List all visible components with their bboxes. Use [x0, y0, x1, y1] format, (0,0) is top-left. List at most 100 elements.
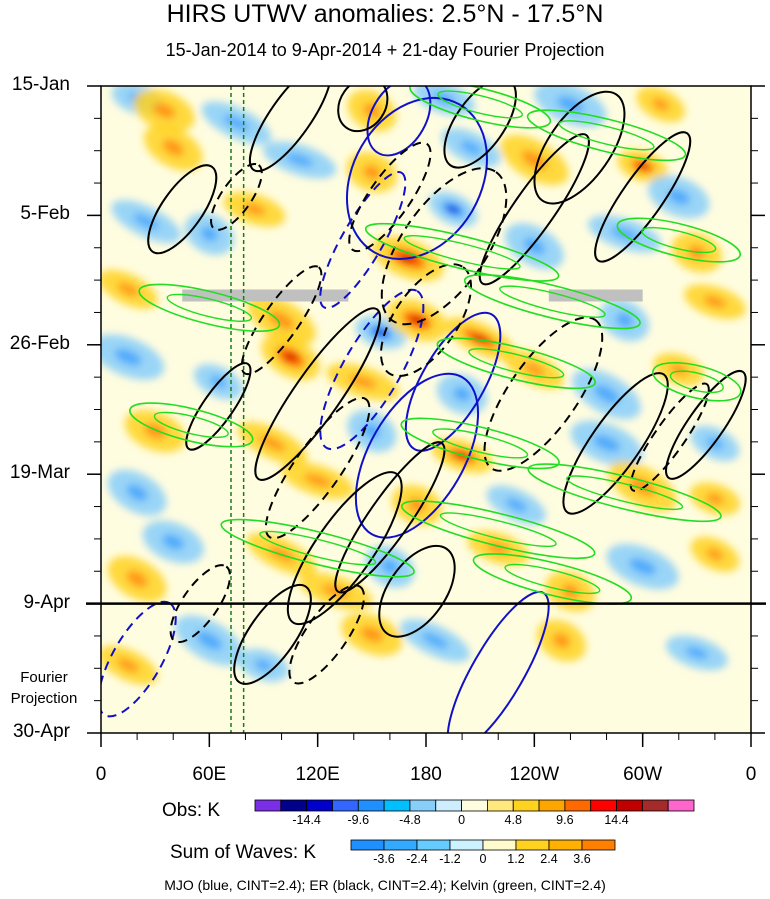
anomaly-blob-core: [126, 484, 148, 501]
x-tick-label: 60E: [192, 764, 227, 785]
er-contour: [594, 131, 692, 263]
er-contour: [348, 141, 432, 253]
obs-colorbar-swatch: [383, 799, 411, 812]
anomaly-blob-core: [259, 435, 286, 452]
wave-contours: [101, 86, 747, 733]
anomaly-blob-core: [706, 548, 724, 561]
anomaly-blob-core: [685, 646, 709, 659]
anomaly-blob-core: [162, 139, 184, 156]
er-contour: [443, 86, 517, 169]
kelvin-contour-inner: [669, 370, 724, 394]
kelvin-contour-inner: [166, 293, 253, 322]
y-tick-label: 9-Apr: [23, 591, 70, 613]
kelvin-contour-inner: [403, 235, 521, 270]
kelvin-contour-inner: [437, 90, 523, 119]
er-contour: [240, 265, 323, 376]
anomaly-field: [101, 86, 746, 685]
waves-colorbar-label: 0: [479, 852, 487, 866]
anomaly-blob-core: [556, 96, 585, 113]
kelvin-contour-inner: [504, 563, 601, 595]
obs-colorbar-swatch: [461, 799, 488, 812]
kelvin-contour: [400, 417, 560, 470]
waves-colorbar-label: -2.4: [406, 852, 428, 866]
anomaly-blob-core: [254, 659, 273, 671]
obs-colorbar-swatch: [641, 799, 669, 812]
chart-title: HIRS UTWV anomalies: 2.5°N - 17.5°N: [166, 0, 604, 28]
anomaly-blob-core: [153, 103, 176, 119]
waves-colorbar-swatch: [416, 839, 451, 851]
anomaly-blob-core: [196, 631, 223, 650]
anomaly-blob-core: [126, 570, 148, 588]
anomaly-blob-core: [592, 435, 621, 452]
kelvin-contour: [138, 283, 281, 333]
mjo-contour: [319, 288, 425, 451]
anomaly-blob-core: [523, 362, 546, 377]
anomaly-blob-peak: [447, 205, 460, 213]
obs-colorbar-swatch: [564, 799, 592, 812]
anomaly-blob-core: [706, 493, 724, 505]
kelvin-contour-inner: [432, 428, 529, 459]
anomaly-blob-core: [629, 558, 657, 575]
mjo-contour: [404, 311, 502, 452]
kelvin-contour-inner: [499, 285, 606, 318]
colorbars: [254, 799, 695, 851]
waves-colorbar-swatch: [350, 839, 385, 851]
er-contour: [185, 362, 252, 451]
obs-colorbar-swatch: [435, 799, 462, 812]
anomaly-blob-core: [243, 203, 266, 216]
obs-colorbar-swatch: [512, 799, 540, 812]
obs-colorbar-label: -9.6: [347, 813, 370, 827]
er-contour: [248, 86, 333, 173]
obs-colorbar-swatch: [409, 799, 437, 812]
anomaly-blob-core: [114, 348, 142, 366]
axis-ticks: [87, 85, 765, 747]
anomaly-blob-core: [421, 632, 449, 649]
mjo-contour: [319, 171, 407, 310]
kelvin-contour-inner: [468, 348, 565, 379]
kelvin-contour: [409, 86, 552, 129]
anomaly-blob-core: [593, 384, 620, 404]
x-tick-label: 0: [745, 764, 757, 785]
waves-colorbar-title: Sum of Waves: K: [170, 842, 317, 863]
anomaly-blob-core: [703, 295, 727, 308]
mjo-contour: [345, 96, 488, 260]
obs-colorbar-swatch: [280, 799, 308, 812]
x-tick-label: 60W: [623, 764, 663, 785]
obs-colorbar-label: 0: [458, 813, 466, 827]
anomaly-blob-core: [200, 226, 218, 242]
obs-colorbar-label: 4.8: [504, 813, 522, 827]
anomaly-blob-core: [363, 165, 381, 180]
x-tick-label: 0: [95, 764, 107, 785]
kelvin-contour: [436, 337, 597, 390]
kelvin-contour: [364, 222, 560, 282]
anomaly-blob-core: [268, 310, 295, 330]
kelvin-contour: [526, 109, 687, 162]
er-contour: [288, 584, 365, 685]
obs-colorbar-label: 14.4: [604, 813, 629, 827]
anomaly-blob-core: [117, 658, 139, 673]
er-contour: [483, 316, 604, 472]
fourier-projection-label: Fourier Projection: [10, 669, 78, 707]
x-tick-label: 180: [410, 764, 442, 785]
kelvin-contour-inner: [566, 475, 684, 511]
obs-colorbar-swatch: [538, 799, 566, 812]
er-contour: [264, 396, 371, 540]
wave-legend-caption: MJO (blue, CINT=2.4); ER (black, CINT=2.…: [164, 877, 606, 893]
x-tick-label: 120W: [509, 764, 560, 785]
anomaly-blob-core: [162, 534, 185, 550]
er-contour: [169, 564, 231, 644]
er-contour: [629, 382, 710, 492]
anomaly-blob-core: [363, 423, 381, 439]
anomaly-blob-core: [360, 626, 383, 643]
er-contour: [254, 307, 381, 481]
kelvin-contour: [527, 463, 722, 523]
anomaly-blob-core: [381, 559, 399, 575]
er-contour: [478, 133, 590, 286]
anomaly-blob-core: [610, 227, 639, 241]
obs-colorbar-swatch: [254, 799, 282, 812]
obs-colorbar-swatch: [487, 799, 514, 812]
waves-colorbar-swatch: [449, 839, 484, 851]
missing-data-segment: [182, 289, 349, 302]
waves-colorbar-swatch: [548, 839, 583, 851]
obs-colorbar-swatch: [667, 799, 695, 812]
